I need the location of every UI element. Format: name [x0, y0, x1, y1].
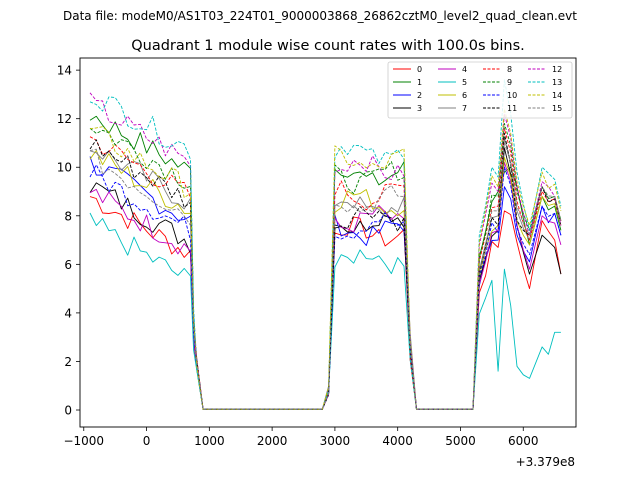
legend-label-1: 1 [417, 78, 422, 87]
chart-title: Quadrant 1 module wise count rates with … [131, 38, 525, 54]
series-line-12 [89, 92, 562, 410]
legend-label-7: 7 [462, 104, 467, 113]
y-tick-label: 4 [64, 306, 72, 320]
series-line-14 [89, 108, 562, 410]
plot-frame [79, 57, 577, 428]
legend-label-3: 3 [417, 104, 422, 113]
y-tick-label: 0 [64, 404, 72, 418]
figure-suptitle: Data file: modeM0/AS1T03_224T01_90000038… [63, 9, 577, 23]
plot-lines [89, 79, 562, 410]
x-axis: −1000 0 1000 2000 3000 4000 5000 6000 [63, 427, 539, 448]
series-line-6 [89, 150, 562, 410]
x-tick-label: 6000 [508, 434, 539, 448]
series-line-0 [89, 196, 562, 410]
legend-label-15: 15 [552, 104, 562, 113]
x-offset-label: +3.379e8 [516, 455, 575, 469]
legend-label-11: 11 [507, 104, 517, 113]
legend-label-9: 9 [507, 78, 512, 87]
x-tick-label: 1000 [194, 434, 225, 448]
x-tick-label: 0 [143, 434, 151, 448]
legend-label-10: 10 [507, 91, 517, 100]
legend-label-0: 0 [417, 65, 422, 74]
series-line-3 [89, 147, 562, 410]
y-tick-label: 10 [57, 161, 72, 175]
legend-frame [387, 61, 573, 119]
y-tick-label: 14 [57, 64, 72, 78]
legend-label-14: 14 [552, 91, 562, 100]
series-line-8 [89, 127, 562, 410]
series-line-13 [89, 79, 562, 410]
x-tick-label: 3000 [320, 434, 351, 448]
series-line-1 [89, 115, 562, 410]
legend-label-5: 5 [462, 78, 467, 87]
y-tick-label: 8 [64, 209, 72, 223]
y-axis: 0 2 4 6 8 10 12 14 [57, 64, 80, 418]
legend-label-4: 4 [462, 65, 467, 74]
series-line-15 [89, 142, 562, 410]
legend-label-2: 2 [417, 91, 422, 100]
y-tick-label: 6 [64, 258, 72, 272]
legend-label-12: 12 [552, 65, 562, 74]
series-line-10 [89, 164, 562, 410]
x-tick-label: 5000 [445, 434, 476, 448]
series-line-9 [89, 123, 562, 410]
y-tick-label: 12 [57, 112, 72, 126]
x-tick-label: 2000 [257, 434, 288, 448]
legend-label-13: 13 [552, 78, 562, 87]
legend-label-8: 8 [507, 65, 512, 74]
x-tick-label: 4000 [382, 434, 413, 448]
x-tick-label: −1000 [63, 434, 104, 448]
y-tick-label: 2 [64, 355, 72, 369]
legend-label-6: 6 [462, 91, 467, 100]
